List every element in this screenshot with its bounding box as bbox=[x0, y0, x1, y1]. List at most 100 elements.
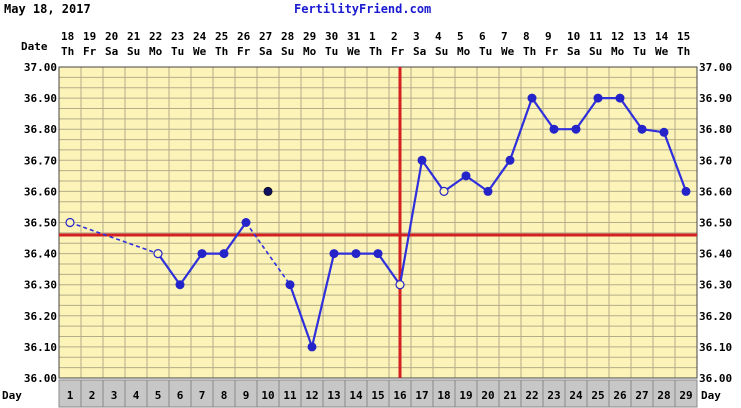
weekday-label: Fr bbox=[391, 45, 405, 58]
cycle-day-label: 29 bbox=[679, 389, 692, 402]
cycle-day-label: 2 bbox=[89, 389, 96, 402]
cycle-day-label: 19 bbox=[459, 389, 472, 402]
y-axis-right: 36.00 36.10 36.20 36.30 36.40 36.50 36.60 36.70… bbox=[699, 61, 732, 385]
date-label: 1 bbox=[369, 30, 376, 43]
date-label: 10 bbox=[567, 30, 580, 43]
y-tick-label: 36.30 bbox=[699, 279, 732, 292]
weekday-label: Fr bbox=[83, 45, 97, 58]
y-tick-label: 36.90 bbox=[699, 92, 732, 105]
weekday-label: We bbox=[347, 45, 361, 58]
temperature-marker bbox=[549, 124, 559, 134]
cycle-day-label: 18 bbox=[437, 389, 450, 402]
open-marker bbox=[439, 186, 449, 196]
open-marker bbox=[395, 280, 405, 290]
y-tick-label: 37.00 bbox=[699, 61, 732, 74]
weekday-label: Th bbox=[677, 45, 690, 58]
weekday-label: Su bbox=[589, 45, 602, 58]
temperature-marker bbox=[285, 280, 295, 290]
y-tick-label: 36.20 bbox=[699, 310, 732, 323]
cycle-day-label: 5 bbox=[155, 389, 162, 402]
cycle-day-label: 4 bbox=[133, 389, 140, 402]
cycle-day-label: 1 bbox=[67, 389, 74, 402]
y-tick-label: 36.80 bbox=[24, 123, 57, 136]
weekday-label: Mo bbox=[303, 45, 317, 58]
y-tick-label: 37.00 bbox=[24, 61, 57, 74]
temperature-marker bbox=[329, 249, 339, 259]
date-label: 15 bbox=[677, 30, 690, 43]
y-tick-label: 36.10 bbox=[24, 341, 57, 354]
y-tick-label: 36.60 bbox=[24, 185, 57, 198]
date-label: 11 bbox=[589, 30, 603, 43]
date-label: 6 bbox=[479, 30, 486, 43]
date-label: 14 bbox=[655, 30, 669, 43]
day-row-label-right: Day bbox=[701, 389, 721, 402]
date-label: 18 bbox=[61, 30, 74, 43]
weekday-label: Sa bbox=[413, 45, 426, 58]
weekday-label: Tu bbox=[479, 45, 492, 58]
temperature-marker bbox=[373, 249, 383, 259]
dashed-segment bbox=[69, 221, 159, 255]
reference-lines bbox=[59, 67, 697, 378]
cycle-day-label: 15 bbox=[371, 389, 384, 402]
cycle-day-label: 24 bbox=[569, 389, 583, 402]
open-marker bbox=[153, 249, 163, 259]
y-tick-label: 36.80 bbox=[699, 123, 732, 136]
cycle-day-label: 8 bbox=[221, 389, 228, 402]
cycle-day-label: 22 bbox=[525, 389, 538, 402]
temperature-marker bbox=[241, 218, 251, 227]
cycle-day-label: 28 bbox=[657, 389, 670, 402]
date-label: 20 bbox=[105, 30, 118, 43]
y-tick-label: 36.50 bbox=[24, 217, 57, 230]
day-row-label-left: Day bbox=[2, 389, 22, 402]
weekday-label: Fr bbox=[237, 45, 251, 58]
date-label: 2 bbox=[391, 30, 398, 43]
temperature-marker bbox=[681, 186, 691, 196]
cycle-day-label: 3 bbox=[111, 389, 118, 402]
date-label: 21 bbox=[127, 30, 141, 43]
weekday-label: Su bbox=[127, 45, 140, 58]
date-label: 7 bbox=[501, 30, 508, 43]
cycle-day-label: 6 bbox=[177, 389, 184, 402]
weekday-label: Th bbox=[215, 45, 228, 58]
weekday-label: Mo bbox=[149, 45, 163, 58]
date-label: 24 bbox=[193, 30, 207, 43]
cycle-day-label: 27 bbox=[635, 389, 648, 402]
date-label: 3 bbox=[413, 30, 420, 43]
weekday-label: Mo bbox=[457, 45, 471, 58]
weekday-label: We bbox=[655, 45, 669, 58]
temperature-marker bbox=[197, 249, 207, 259]
date-label: 22 bbox=[149, 30, 162, 43]
date-label: 29 bbox=[303, 30, 316, 43]
temperature-marker bbox=[175, 280, 185, 290]
date-label: 4 bbox=[435, 30, 442, 43]
y-tick-label: 36.20 bbox=[24, 310, 57, 323]
dashed-segment bbox=[245, 222, 291, 286]
y-tick-label: 36.40 bbox=[699, 248, 732, 261]
temperature-marker bbox=[219, 249, 229, 259]
weekday-label: Fr bbox=[545, 45, 559, 58]
y-tick-label: 36.30 bbox=[24, 279, 57, 292]
y-tick-label: 36.60 bbox=[699, 185, 732, 198]
weekday-label: Sa bbox=[259, 45, 272, 58]
temperature-marker bbox=[527, 93, 537, 103]
site-name[interactable]: FertilityFriend.com bbox=[294, 2, 432, 16]
weekday-label: Tu bbox=[633, 45, 646, 58]
y-tick-label: 36.70 bbox=[699, 154, 732, 167]
weekday-label: Tu bbox=[171, 45, 184, 58]
date-label: 27 bbox=[259, 30, 272, 43]
chart-date: May 18, 2017 bbox=[4, 2, 91, 16]
y-axis-left: 36.00 36.10 36.20 36.30 36.40 36.50 36.60 36.70… bbox=[24, 61, 57, 385]
temperature-marker bbox=[417, 155, 427, 165]
y-tick-label: 36.40 bbox=[24, 248, 57, 261]
cycle-day-label: 23 bbox=[547, 389, 560, 402]
y-tick-label: 36.00 bbox=[699, 372, 732, 385]
weekday-label: Sa bbox=[105, 45, 118, 58]
date-label: 5 bbox=[457, 30, 464, 43]
temperature-marker bbox=[615, 93, 625, 103]
open-marker bbox=[65, 217, 75, 228]
cycle-day-row: Day Day 1 2 3 4 5 6 7 8 9 10 11 12 13 14 15 16 17 18 19 20 2… bbox=[2, 379, 721, 408]
weekday-label: Th bbox=[61, 45, 74, 58]
cycle-day-label: 25 bbox=[591, 389, 604, 402]
date-label: 19 bbox=[83, 30, 96, 43]
